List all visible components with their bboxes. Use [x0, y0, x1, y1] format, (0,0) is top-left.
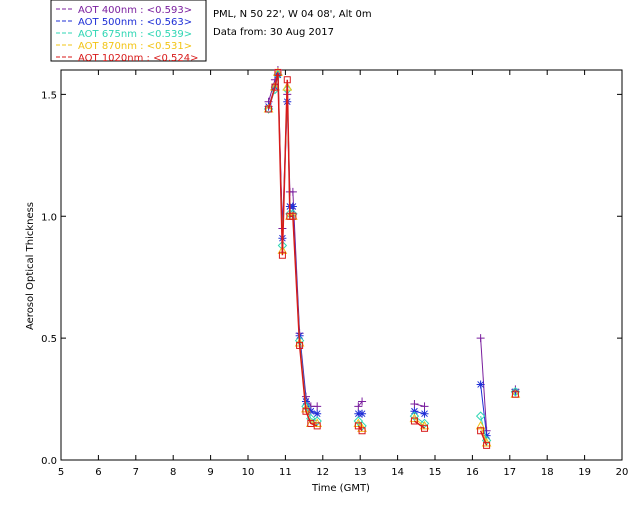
data-point-diamond	[409, 411, 420, 421]
data-point-asterisk	[358, 409, 367, 418]
x-tick-label: 12	[316, 467, 329, 478]
data-point-plus	[288, 187, 297, 196]
data-point-asterisk	[476, 380, 485, 389]
x-tick-label: 15	[429, 467, 442, 478]
data-point-square	[265, 105, 273, 113]
data-point-square	[283, 76, 291, 84]
data-point-square	[483, 441, 491, 449]
legend-entry: AOT 500nm : <0.563>	[78, 17, 192, 28]
data-point-asterisk	[420, 409, 429, 418]
data-point-diamond	[510, 387, 521, 397]
data-point-square	[477, 427, 485, 435]
series-group	[263, 66, 521, 449]
axis-ticks: 5 6 7 8 9 10 11 12 13 14 15 16 17 18 19 20 0.0 0.5 1.0 1.5	[41, 70, 628, 478]
data-point-plus	[420, 402, 429, 411]
series-line	[268, 72, 318, 424]
site-location: PML, N 50 22', W 04 08', Alt 0m	[213, 9, 372, 20]
data-point-square	[274, 68, 282, 76]
y-axis-label: Aerosol Optical Thickness	[25, 202, 36, 330]
x-tick-label: 11	[279, 467, 292, 478]
data-point-triangle	[475, 420, 486, 430]
x-tick-label: 17	[503, 467, 516, 478]
x-tick-label: 8	[170, 467, 176, 478]
series-line	[267, 72, 318, 427]
data-point-asterisk	[306, 407, 315, 416]
x-tick-label: 7	[133, 467, 139, 478]
x-tick-label: 5	[58, 467, 64, 478]
data-point-square	[271, 83, 279, 91]
x-tick-label: 9	[207, 467, 213, 478]
data-point-plus	[313, 402, 322, 411]
series-line	[480, 384, 488, 436]
x-tick-label: 20	[616, 467, 629, 478]
y-tick-label: 1.0	[41, 212, 57, 223]
x-tick-label: 6	[95, 467, 101, 478]
data-point-plus	[358, 397, 367, 406]
data-point-asterisk	[410, 407, 419, 416]
series-line	[479, 430, 488, 446]
series-line	[357, 425, 363, 432]
y-tick-label: 0.0	[41, 456, 57, 467]
series-line	[357, 401, 363, 407]
data-point-square	[302, 407, 310, 415]
data-point-diamond	[475, 411, 486, 421]
series-line	[413, 420, 425, 429]
data-point-diamond	[312, 416, 322, 426]
data-point-square	[410, 417, 418, 425]
plot-frame	[60, 69, 623, 461]
data-point-square	[289, 212, 297, 220]
legend-entry: AOT 675nm : <0.539>	[78, 29, 192, 40]
data-point-square	[354, 422, 362, 430]
y-tick-label: 0.5	[41, 334, 57, 345]
series-5	[265, 68, 519, 449]
data-point-plus	[354, 402, 363, 411]
x-tick-label: 13	[354, 467, 367, 478]
data-date: Data from: 30 Aug 2017	[213, 27, 334, 38]
y-tick-label: 1.5	[41, 90, 57, 101]
legend: AOT 400nm : <0.593>AOT 500nm : <0.563>AO…	[56, 5, 198, 64]
x-tick-label: 18	[541, 467, 554, 478]
data-point-square	[296, 341, 304, 349]
data-point-plus	[476, 334, 485, 343]
legend-entry: AOT 1020nm : <0.524>	[78, 53, 198, 64]
data-point-plus	[410, 399, 419, 408]
legend-box	[50, 0, 207, 62]
data-point-asterisk	[482, 431, 491, 440]
data-point-square	[278, 251, 286, 259]
x-tick-label: 14	[391, 467, 404, 478]
x-tick-label: 10	[242, 467, 255, 478]
legend-entry: AOT 870nm : <0.531>	[78, 41, 192, 52]
data-point-square	[358, 427, 366, 435]
x-axis-label: Time (GMT)	[311, 483, 370, 494]
data-point-asterisk	[313, 409, 322, 418]
series-line	[268, 74, 318, 415]
series-line	[268, 74, 318, 422]
data-point-square	[313, 422, 321, 430]
legend-entry: AOT 400nm : <0.593>	[78, 5, 192, 16]
data-point-square	[421, 424, 429, 432]
x-tick-label: 19	[578, 467, 591, 478]
x-tick-label: 16	[466, 467, 479, 478]
data-point-asterisk	[288, 202, 297, 211]
series-line	[268, 69, 318, 407]
data-point-square	[511, 390, 519, 398]
data-point-asterisk	[511, 387, 520, 396]
